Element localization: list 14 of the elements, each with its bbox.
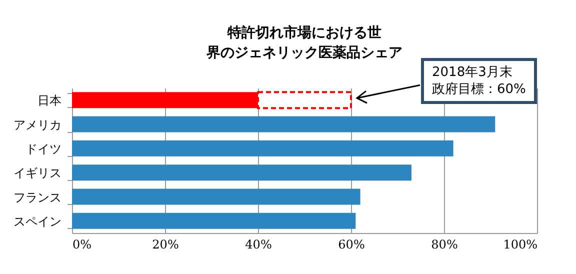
x-tick-label: 60% <box>338 238 365 252</box>
callout-box: 2018年3月末政府目標：60% <box>421 58 537 104</box>
y-tick-label: イギリス <box>14 166 62 180</box>
y-tick-label: ドイツ <box>26 142 62 156</box>
x-tick-label: 40% <box>245 238 272 252</box>
y-tick-label: 日本 <box>38 94 62 108</box>
x-tick-label: 20% <box>152 238 179 252</box>
chart-title: 特許切れ市場における世界のジェネリック医薬品シェア <box>206 24 402 61</box>
x-tick-label: 0% <box>72 238 92 252</box>
y-tick-label: アメリカ <box>14 118 62 132</box>
x-tick-label: 100% <box>503 238 538 252</box>
y-tick-label: スペイン <box>14 214 62 228</box>
x-tick-label: 80% <box>431 238 458 252</box>
y-tick-label: フランス <box>14 190 62 204</box>
